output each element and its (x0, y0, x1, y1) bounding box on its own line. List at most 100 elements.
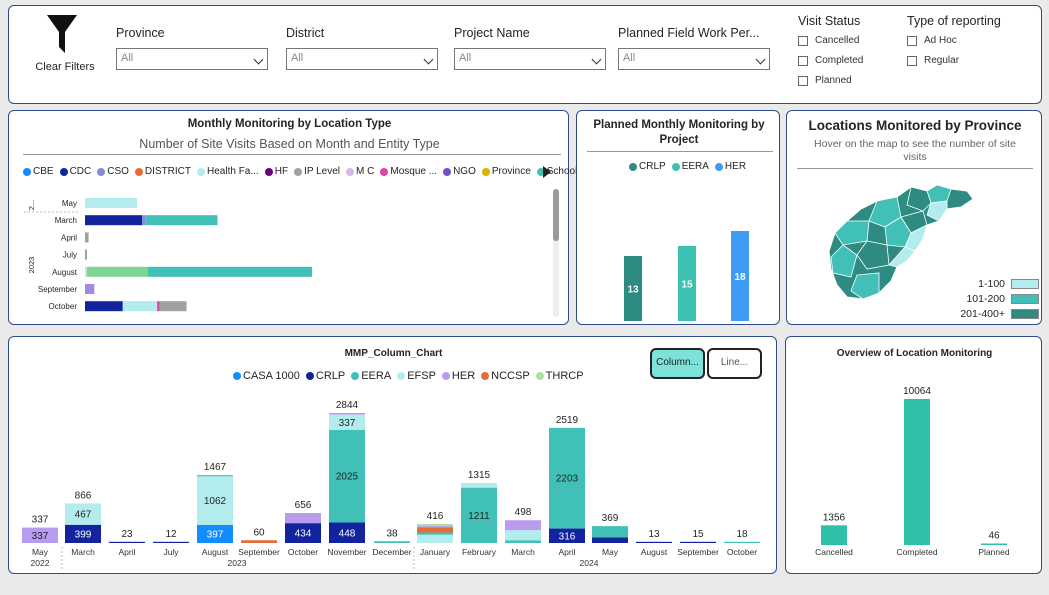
legend-item[interactable]: Health Fa... (197, 166, 259, 177)
bar-segment[interactable] (85, 232, 89, 243)
province-dropdown[interactable]: All (116, 48, 268, 70)
legend-item[interactable]: Province (481, 166, 531, 177)
column-segment[interactable] (374, 541, 410, 543)
column-segment[interactable] (592, 537, 628, 543)
checkbox[interactable] (798, 75, 808, 86)
bar-segment[interactable] (85, 284, 95, 294)
column-segment[interactable] (153, 541, 189, 543)
column-segment[interactable] (197, 476, 233, 525)
column-segment[interactable] (549, 427, 585, 529)
overview-bar[interactable] (904, 399, 930, 545)
line-chart-button[interactable]: Line... (707, 348, 762, 379)
column-segment[interactable] (285, 513, 321, 524)
column-segment[interactable] (329, 413, 365, 415)
column-segment[interactable] (505, 540, 541, 543)
checkbox[interactable] (907, 35, 917, 46)
legend-item[interactable]: THRCP (535, 370, 584, 382)
district-dropdown[interactable]: All (286, 48, 438, 70)
legend-item[interactable]: HER (714, 161, 746, 172)
province-map-panel: Locations Monitored by Province Hover on… (786, 110, 1042, 325)
column-segment[interactable] (109, 541, 145, 543)
project-name-dropdown[interactable]: All (454, 48, 606, 70)
bar-segment[interactable] (122, 301, 158, 312)
column-segment[interactable] (549, 528, 585, 543)
legend-item[interactable]: CRLP (305, 370, 345, 382)
total-label: 866 (75, 490, 92, 501)
period-dropdown[interactable]: All (618, 48, 770, 70)
column-segment[interactable] (461, 487, 497, 543)
column-segment[interactable] (329, 522, 365, 543)
legend-item[interactable]: NCCSP (481, 370, 530, 382)
reporting-ad-hoc[interactable]: Ad Hoc (907, 35, 957, 46)
column-segment[interactable] (285, 523, 321, 543)
column-segment[interactable] (592, 526, 628, 538)
legend-item[interactable]: HER (441, 370, 475, 382)
scrollbar-thumb[interactable] (553, 189, 559, 241)
bar-segment[interactable] (85, 215, 143, 226)
checkbox[interactable] (798, 35, 808, 46)
legend-item[interactable]: CDC (59, 166, 91, 177)
column-segment[interactable] (197, 475, 233, 477)
column-segment[interactable] (65, 524, 101, 543)
bar-segment[interactable] (159, 301, 187, 312)
legend-item[interactable]: CASA 1000 (233, 370, 300, 382)
reporting-regular[interactable]: Regular (907, 55, 959, 66)
column-segment[interactable] (724, 541, 760, 543)
legend-item[interactable]: CRLP (629, 161, 666, 172)
column-segment[interactable] (241, 540, 277, 543)
column-segment[interactable] (417, 532, 453, 535)
overview-panel: Overview of Location Monitoring 1356 Canc… (785, 336, 1042, 574)
bar-segment[interactable] (147, 266, 313, 277)
legend-item[interactable]: EERA (671, 161, 709, 172)
checkbox[interactable] (798, 55, 808, 66)
visit-status-planned[interactable]: Planned (798, 75, 852, 86)
column-segment[interactable] (417, 526, 453, 528)
legend-item[interactable]: EERA (351, 370, 391, 382)
clear-filters-button[interactable]: Clear Filters (27, 14, 97, 80)
column-segment[interactable] (329, 414, 365, 430)
visit-status-completed[interactable]: Completed (798, 55, 863, 66)
legend-item[interactable]: DISTRICT (134, 166, 191, 177)
legend-dot (97, 167, 106, 176)
legend-item[interactable]: EFSP (397, 370, 436, 382)
column-segment[interactable] (22, 527, 58, 543)
column-segment[interactable] (197, 524, 233, 543)
column-chart-button[interactable]: Column... (650, 348, 705, 379)
legend-item[interactable]: HF (264, 166, 288, 177)
planned-bar[interactable] (731, 231, 749, 321)
legend-item[interactable]: School (536, 166, 577, 177)
column-segment[interactable] (505, 530, 541, 541)
legend-item[interactable]: IP Level (294, 166, 340, 177)
bar-segment[interactable] (85, 301, 123, 312)
column-segment[interactable] (636, 541, 672, 543)
column-segment[interactable] (417, 527, 453, 533)
bar-segment[interactable] (145, 215, 218, 226)
bar-segment[interactable] (85, 198, 138, 208)
planned-bar[interactable] (678, 246, 696, 321)
column-segment[interactable] (417, 534, 453, 543)
column-segment[interactable] (417, 523, 453, 527)
overview-bar[interactable] (981, 543, 1007, 546)
column-segment[interactable] (680, 541, 716, 543)
column-segment[interactable] (461, 482, 497, 488)
overview-bar[interactable] (821, 525, 847, 545)
visit-status-cancelled[interactable]: Cancelled (798, 35, 859, 46)
column-segment[interactable] (505, 520, 541, 531)
column-segment[interactable] (65, 503, 101, 525)
legend-item[interactable]: M C (346, 166, 374, 177)
bar-segment[interactable] (157, 301, 160, 312)
legend-next-arrow[interactable] (543, 166, 551, 178)
scrollbar[interactable] (553, 189, 559, 317)
legend-item[interactable]: CBE (23, 166, 54, 177)
checkbox[interactable] (907, 55, 917, 66)
bar-segment[interactable] (85, 249, 87, 260)
column-segment[interactable] (329, 429, 365, 523)
bar-segment[interactable] (85, 266, 87, 277)
afghanistan-map[interactable] (827, 181, 977, 301)
legend-item[interactable]: CSO (97, 166, 129, 177)
legend-item[interactable]: Mosque ... (380, 166, 437, 177)
bar-segment[interactable] (142, 215, 146, 226)
legend-item[interactable]: NGO (443, 166, 476, 177)
bar-segment[interactable] (87, 266, 148, 277)
planned-bar[interactable] (624, 256, 642, 321)
